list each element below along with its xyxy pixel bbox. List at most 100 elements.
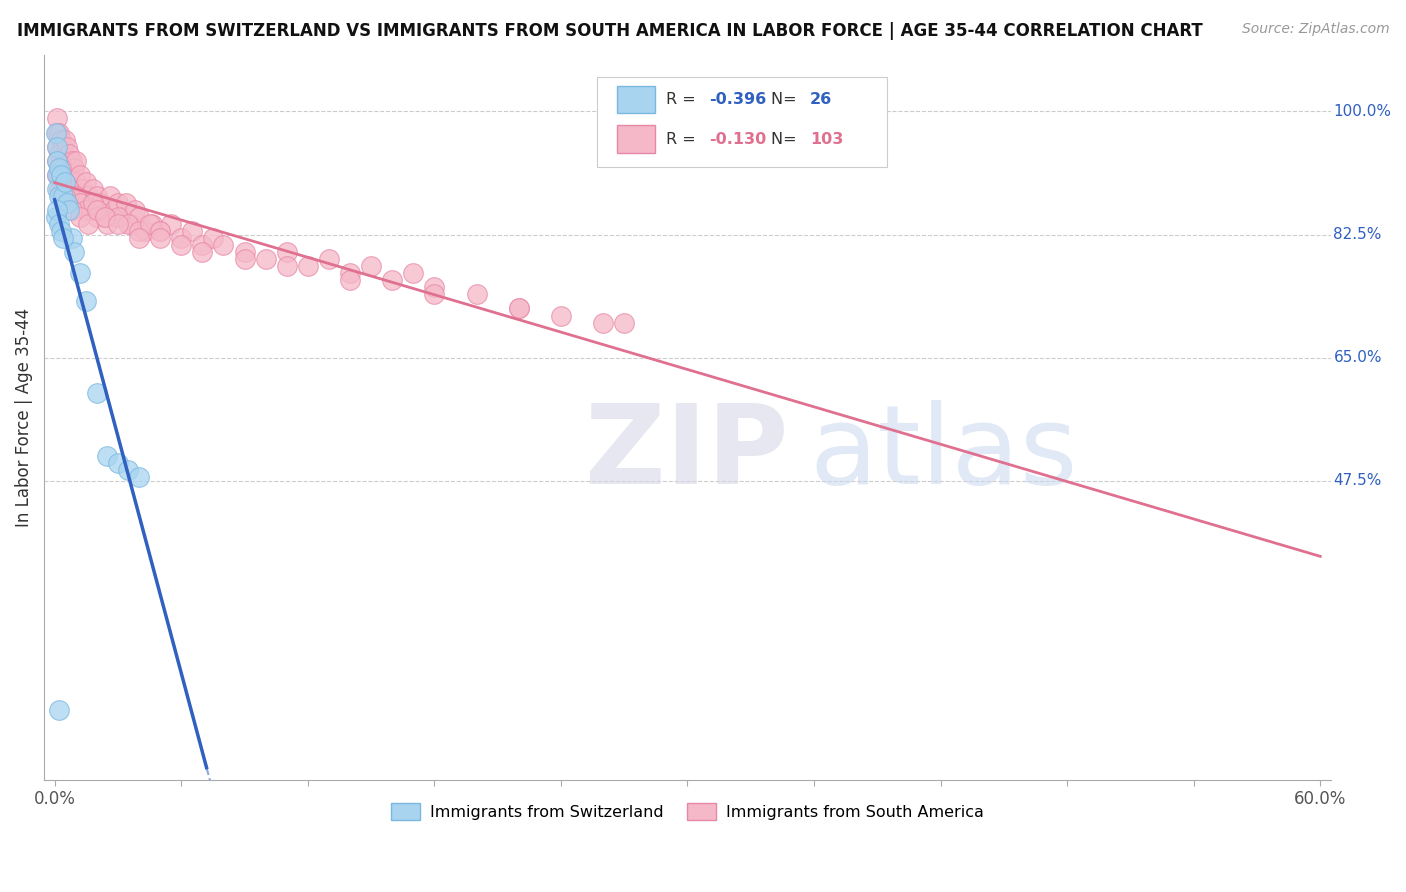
Point [45, 139, 67, 153]
Point [124, 202, 146, 217]
Point [48, 161, 70, 175]
Point [83, 195, 105, 210]
Point [53, 175, 76, 189]
Point [65, 153, 87, 168]
Point [52, 189, 75, 203]
Point [141, 217, 163, 231]
Point [128, 224, 150, 238]
Legend: Immigrants from Switzerland, Immigrants from South America: Immigrants from Switzerland, Immigrants … [385, 797, 990, 826]
Point [159, 217, 181, 231]
Point [128, 470, 150, 484]
Text: 82.5%: 82.5% [1333, 227, 1382, 242]
Point [120, 217, 142, 231]
Point [180, 224, 202, 238]
Bar [617, 126, 655, 153]
Point [49, 153, 72, 168]
Point [107, 456, 129, 470]
Text: 47.5%: 47.5% [1333, 474, 1382, 489]
Point [79, 202, 101, 217]
Point [149, 224, 172, 238]
Point [297, 259, 319, 273]
Point [318, 252, 340, 267]
Point [107, 195, 129, 210]
Point [56, 195, 79, 210]
Point [149, 231, 172, 245]
Point [49, 224, 72, 238]
Text: R =: R = [665, 92, 700, 107]
Point [58, 182, 80, 196]
Point [212, 238, 235, 252]
Point [117, 463, 139, 477]
Text: Source: ZipAtlas.com: Source: ZipAtlas.com [1241, 22, 1389, 37]
Point [86, 210, 108, 224]
Point [45, 126, 67, 140]
Point [58, 202, 80, 217]
Point [53, 132, 76, 146]
Point [56, 195, 79, 210]
Point [73, 195, 96, 210]
Point [465, 287, 488, 301]
Point [86, 202, 108, 217]
Point [53, 175, 76, 189]
Point [70, 182, 93, 196]
Point [103, 202, 125, 217]
Point [52, 139, 75, 153]
Point [69, 168, 91, 182]
Point [111, 210, 134, 224]
FancyBboxPatch shape [598, 77, 887, 168]
Bar [617, 86, 655, 113]
Point [58, 175, 80, 189]
Point [402, 266, 425, 280]
Text: 26: 26 [810, 92, 832, 107]
Point [48, 182, 70, 196]
Point [69, 195, 91, 210]
Point [45, 126, 67, 140]
Text: N=: N= [770, 92, 801, 107]
Point [45, 153, 67, 168]
Point [45, 112, 67, 126]
Point [276, 259, 298, 273]
Point [66, 189, 89, 203]
Point [508, 301, 530, 316]
Point [550, 309, 572, 323]
Point [254, 252, 277, 267]
Point [48, 217, 70, 231]
Point [65, 189, 87, 203]
Point [62, 245, 84, 260]
Point [128, 210, 150, 224]
Point [233, 245, 256, 260]
Text: atlas: atlas [810, 401, 1078, 508]
Point [60, 182, 83, 196]
Text: N=: N= [770, 132, 801, 146]
Point [77, 189, 100, 203]
Point [77, 217, 100, 231]
Point [138, 217, 160, 231]
Point [87, 202, 110, 217]
Point [45, 139, 67, 153]
Point [62, 161, 84, 175]
Text: IMMIGRANTS FROM SWITZERLAND VS IMMIGRANTS FROM SOUTH AMERICA IN LABOR FORCE | AG: IMMIGRANTS FROM SWITZERLAND VS IMMIGRANT… [17, 22, 1202, 40]
Text: -0.396: -0.396 [710, 92, 766, 107]
Point [233, 252, 256, 267]
Text: R =: R = [665, 132, 700, 146]
Y-axis label: In Labor Force | Age 35-44: In Labor Force | Age 35-44 [15, 308, 32, 527]
Point [276, 245, 298, 260]
Point [62, 189, 84, 203]
Point [52, 189, 75, 203]
Point [98, 189, 121, 203]
Point [134, 224, 156, 238]
Point [45, 210, 67, 224]
Point [170, 231, 193, 245]
Point [58, 146, 80, 161]
Point [69, 266, 91, 280]
Point [191, 238, 214, 252]
Point [96, 217, 118, 231]
Point [613, 316, 636, 330]
Point [96, 449, 118, 463]
Point [75, 294, 97, 309]
Point [53, 153, 76, 168]
Point [75, 175, 97, 189]
Point [508, 301, 530, 316]
Point [49, 132, 72, 146]
Point [94, 210, 117, 224]
